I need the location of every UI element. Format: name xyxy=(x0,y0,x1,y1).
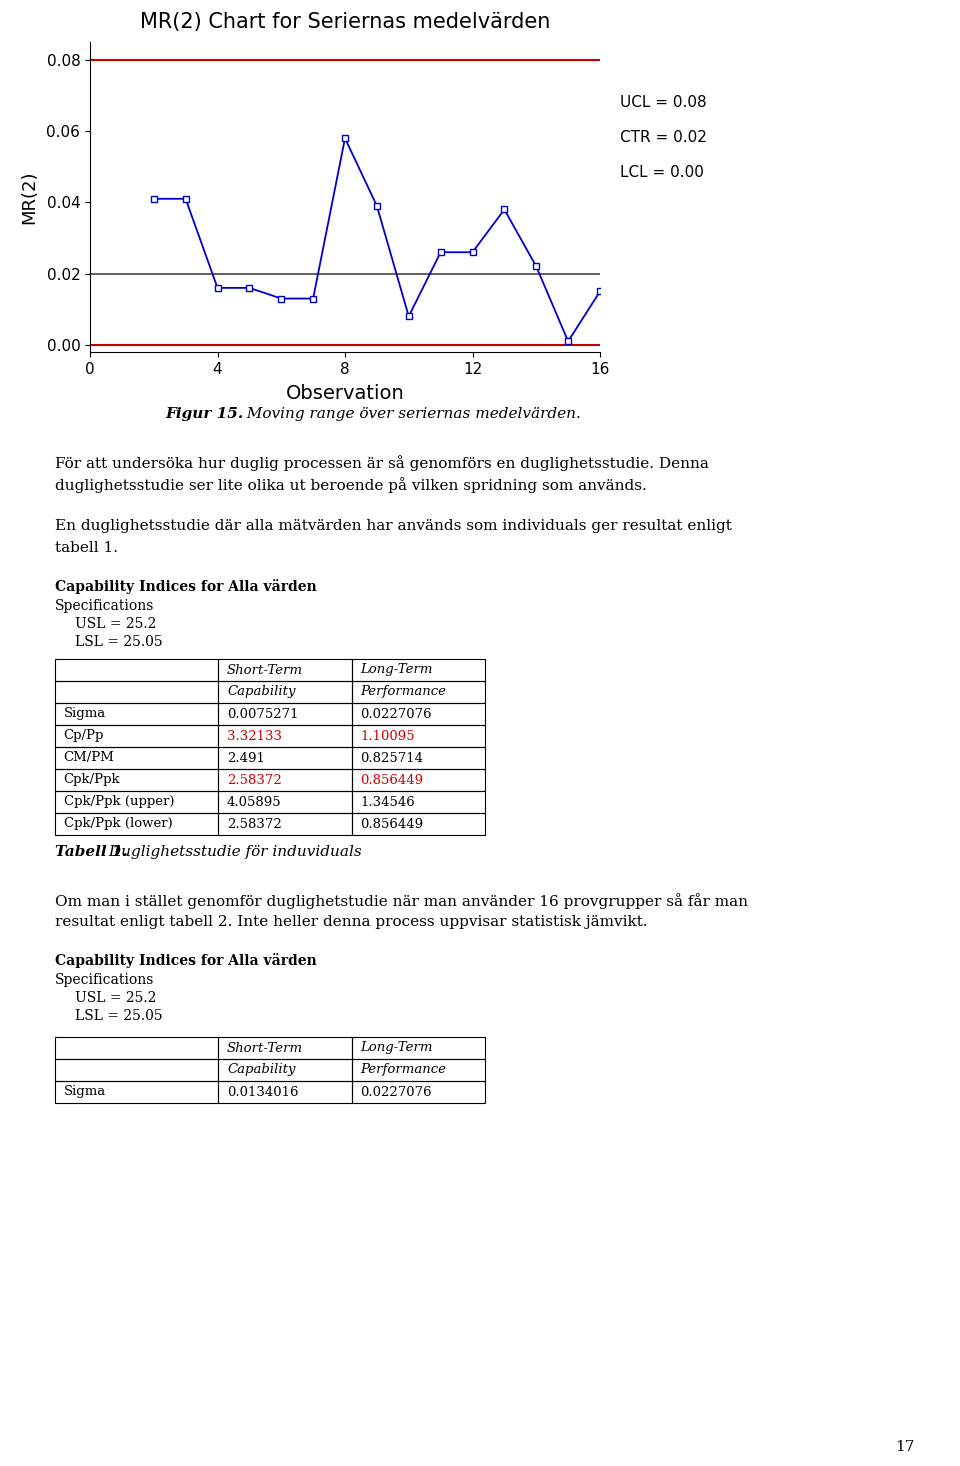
X-axis label: Observation: Observation xyxy=(286,384,404,403)
Bar xyxy=(351,660,485,682)
Bar xyxy=(55,748,219,770)
Text: resultat enligt tabell 2. Inte heller denna process uppvisar statistisk jämvikt.: resultat enligt tabell 2. Inte heller de… xyxy=(55,915,648,929)
Text: Om man i stället genomför duglighetstudie när man använder 16 provgrupper så får: Om man i stället genomför duglighetstudi… xyxy=(55,893,748,909)
Text: 17: 17 xyxy=(895,1440,914,1454)
Bar xyxy=(351,770,485,792)
Text: Cpk/Ppk (upper): Cpk/Ppk (upper) xyxy=(63,796,174,809)
Bar xyxy=(219,770,351,792)
Text: 0.0227076: 0.0227076 xyxy=(360,708,432,720)
Bar xyxy=(55,814,219,836)
Text: LCL = 0.00: LCL = 0.00 xyxy=(620,166,704,180)
Text: CM/PM: CM/PM xyxy=(63,752,114,764)
Text: Duglighetsstudie för induviduals: Duglighetsstudie för induviduals xyxy=(104,844,362,859)
Text: 2.58372: 2.58372 xyxy=(227,774,281,786)
Text: Performance: Performance xyxy=(360,686,446,698)
Text: 4.05895: 4.05895 xyxy=(227,796,281,809)
Bar xyxy=(351,792,485,814)
Text: Tabell 1.: Tabell 1. xyxy=(55,844,128,859)
Text: Cpk/Ppk: Cpk/Ppk xyxy=(63,774,120,786)
Text: Cpk/Ppk (lower): Cpk/Ppk (lower) xyxy=(63,818,173,831)
Text: UCL = 0.08: UCL = 0.08 xyxy=(620,95,707,110)
Text: Long-Term: Long-Term xyxy=(360,664,433,676)
Text: 2.58372: 2.58372 xyxy=(227,818,281,831)
Bar xyxy=(351,1036,485,1058)
Bar xyxy=(55,726,219,748)
Text: Cp/Pp: Cp/Pp xyxy=(63,730,104,742)
Text: Capability: Capability xyxy=(227,1063,296,1076)
Text: Sigma: Sigma xyxy=(63,708,106,720)
Bar xyxy=(219,814,351,836)
Text: En duglighetsstudie där alla mätvärden har används som individuals ger resultat : En duglighetsstudie där alla mätvärden h… xyxy=(55,519,732,534)
Text: Sigma: Sigma xyxy=(63,1085,106,1098)
Text: Short-Term: Short-Term xyxy=(227,664,303,676)
Bar xyxy=(219,1080,351,1102)
Bar xyxy=(351,704,485,726)
Bar xyxy=(351,1058,485,1080)
Text: LSL = 25.05: LSL = 25.05 xyxy=(75,635,162,649)
Text: LSL = 25.05: LSL = 25.05 xyxy=(75,1009,162,1023)
Bar xyxy=(219,1058,351,1080)
Text: 3.32133: 3.32133 xyxy=(227,730,282,742)
Text: CTR = 0.02: CTR = 0.02 xyxy=(620,130,707,145)
Bar xyxy=(351,748,485,770)
Title: MR(2) Chart for Seriernas medelvärden: MR(2) Chart for Seriernas medelvärden xyxy=(140,12,550,32)
Bar xyxy=(351,814,485,836)
Bar xyxy=(351,1080,485,1102)
Bar xyxy=(55,1080,219,1102)
Text: Performance: Performance xyxy=(360,1063,446,1076)
Y-axis label: MR(2): MR(2) xyxy=(20,170,38,224)
Text: Short-Term: Short-Term xyxy=(227,1041,303,1054)
Text: 0.0227076: 0.0227076 xyxy=(360,1085,432,1098)
Text: tabell 1.: tabell 1. xyxy=(55,541,118,556)
Bar xyxy=(351,682,485,704)
Text: 2.491: 2.491 xyxy=(227,752,265,764)
Text: 0.856449: 0.856449 xyxy=(360,774,423,786)
Bar xyxy=(219,726,351,748)
Text: Capability: Capability xyxy=(227,686,296,698)
Text: Long-Term: Long-Term xyxy=(360,1041,433,1054)
Text: Capability Indices for Alla värden: Capability Indices for Alla värden xyxy=(55,953,317,968)
Bar xyxy=(55,792,219,814)
Bar xyxy=(219,660,351,682)
Text: 0.0134016: 0.0134016 xyxy=(227,1085,299,1098)
Bar xyxy=(351,726,485,748)
Bar xyxy=(55,660,219,682)
Text: 1.10095: 1.10095 xyxy=(360,730,415,742)
Bar xyxy=(55,704,219,726)
Text: 0.825714: 0.825714 xyxy=(360,752,423,764)
Text: Figur 15.: Figur 15. xyxy=(165,408,243,421)
Bar xyxy=(55,1058,219,1080)
Bar xyxy=(55,682,219,704)
Bar xyxy=(219,704,351,726)
Bar xyxy=(55,770,219,792)
Text: Specifications: Specifications xyxy=(55,600,155,613)
Text: duglighetsstudie ser lite olika ut beroende på vilken spridning som används.: duglighetsstudie ser lite olika ut beroe… xyxy=(55,476,647,493)
Text: 0.856449: 0.856449 xyxy=(360,818,423,831)
Bar xyxy=(219,792,351,814)
Text: 1.34546: 1.34546 xyxy=(360,796,415,809)
Text: 0.0075271: 0.0075271 xyxy=(227,708,299,720)
Bar xyxy=(55,1036,219,1058)
Text: Moving range över seriernas medelvärden.: Moving range över seriernas medelvärden. xyxy=(237,408,581,421)
Bar xyxy=(219,1036,351,1058)
Text: Capability Indices for Alla värden: Capability Indices for Alla värden xyxy=(55,579,317,594)
Text: Specifications: Specifications xyxy=(55,973,155,987)
Bar xyxy=(219,748,351,770)
Text: USL = 25.2: USL = 25.2 xyxy=(75,617,156,630)
Text: USL = 25.2: USL = 25.2 xyxy=(75,991,156,1006)
Text: För att undersöka hur duglig processen är så genomförs en duglighetsstudie. Denn: För att undersöka hur duglig processen ä… xyxy=(55,454,708,471)
Bar xyxy=(219,682,351,704)
